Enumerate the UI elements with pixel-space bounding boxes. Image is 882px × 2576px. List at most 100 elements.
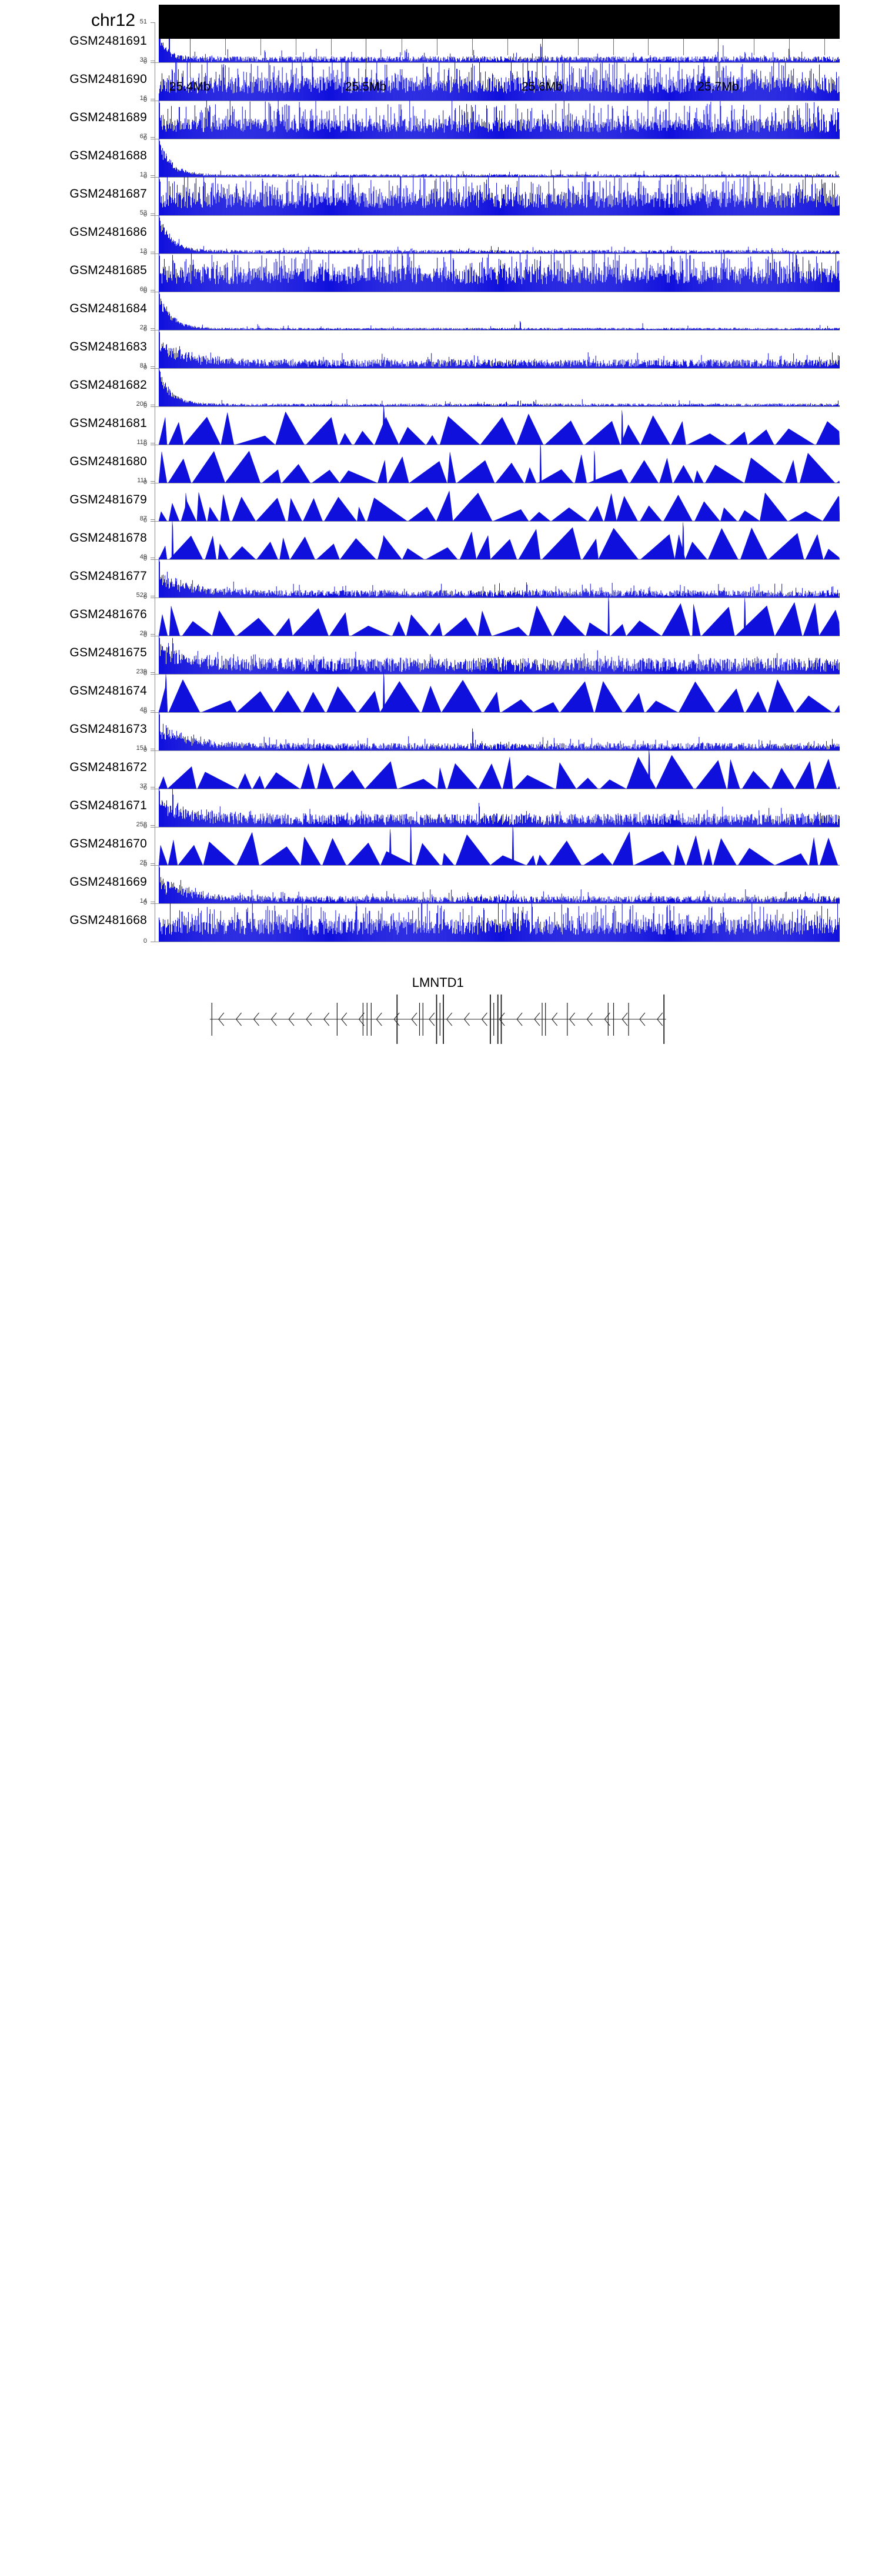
y-axis-max-tick [151, 672, 155, 673]
track-sample-label: GSM2481668 [69, 913, 147, 927]
y-axis-max-label: 118 [136, 439, 147, 446]
ideogram-bar[interactable] [159, 5, 840, 39]
track-sample-label: GSM2481686 [69, 225, 147, 239]
coverage-track[interactable]: GSM2481682 81 0 [0, 362, 882, 409]
gene-model-track: LMNTD1 [0, 975, 882, 1046]
y-axis-max-tick [151, 634, 155, 635]
y-axis-max-label: 151 [136, 745, 147, 752]
coverage-plot-area[interactable] [159, 825, 840, 865]
coverage-track[interactable]: GSM2481672 151 0 [0, 745, 882, 792]
coverage-plot-area[interactable] [159, 787, 840, 827]
axis-minor-tick [789, 39, 790, 55]
track-sample-label: GSM2481684 [69, 302, 147, 315]
axis-minor-tick [225, 39, 226, 55]
y-axis-min-tick [151, 521, 155, 522]
y-axis-max-label: 22 [139, 324, 147, 331]
coverage-track[interactable]: GSM2481690 33 0 [0, 56, 882, 104]
y-axis-max-label: 29 [139, 630, 147, 637]
track-baseline [155, 903, 840, 904]
track-baseline [155, 253, 840, 254]
coverage-plot-area[interactable] [159, 519, 840, 559]
coverage-track[interactable]: GSM2481671 37 0 [0, 783, 882, 830]
coverage-track[interactable]: GSM2481689 16 0 [0, 95, 882, 142]
y-axis-min-tick [151, 62, 155, 63]
coverage-plot-area[interactable] [159, 366, 840, 406]
coverage-plot-area[interactable] [159, 213, 840, 253]
coverage-plot-area[interactable] [159, 137, 840, 177]
coverage-plot-area[interactable] [159, 99, 840, 139]
coverage-track[interactable]: GSM2481686 53 0 [0, 209, 882, 256]
y-axis-min-label: 0 [143, 402, 147, 409]
coverage-track[interactable]: GSM2481688 67 0 [0, 133, 882, 180]
y-axis-max-tick [151, 787, 155, 788]
track-sample-label: GSM2481691 [69, 34, 147, 48]
coverage-plot-area[interactable] [159, 481, 840, 521]
track-sample-label: GSM2481677 [69, 569, 147, 583]
y-axis-max-label: 67 [139, 133, 147, 140]
y-axis-max-label: 33 [139, 56, 147, 64]
track-sample-label: GSM2481676 [69, 608, 147, 621]
y-axis-min-label: 0 [143, 632, 147, 639]
coverage-plot-area[interactable] [159, 61, 840, 101]
y-axis-min-label: 0 [143, 517, 147, 524]
y-axis-min-tick [151, 330, 155, 331]
coverage-track[interactable]: GSM2481678 87 0 [0, 515, 882, 562]
coverage-track[interactable]: GSM2481685 13 0 [0, 248, 882, 295]
coverage-track[interactable]: GSM2481675 29 0 [0, 630, 882, 677]
track-baseline [155, 865, 840, 866]
coverage-plot-area[interactable] [159, 634, 840, 674]
coverage-track[interactable]: GSM2481679 111 0 [0, 477, 882, 524]
y-axis-max-tick [151, 22, 155, 23]
coverage-plot-area[interactable] [159, 290, 840, 330]
y-axis-max-label: 522 [136, 592, 147, 599]
y-axis-min-label: 0 [143, 937, 147, 945]
track-sample-label: GSM2481673 [69, 722, 147, 736]
y-axis-max-tick [151, 290, 155, 291]
y-axis-min-label: 0 [143, 441, 147, 448]
track-baseline [155, 521, 840, 522]
coverage-track[interactable]: GSM2481674 239 0 [0, 668, 882, 715]
track-sample-label: GSM2481688 [69, 149, 147, 162]
coverage-plot-area[interactable] [159, 443, 840, 483]
coverage-plot-area[interactable] [159, 710, 840, 750]
coverage-plot-area[interactable] [159, 558, 840, 598]
coverage-track[interactable]: GSM2481684 60 0 [0, 286, 882, 333]
y-axis-max-tick [151, 825, 155, 826]
track-sample-label: GSM2481675 [69, 646, 147, 659]
axis-minor-tick [824, 39, 826, 55]
coverage-plot-area[interactable] [159, 175, 840, 215]
y-axis-min-label: 0 [143, 670, 147, 677]
coverage-track[interactable]: GSM2481668 14 0 [0, 897, 882, 945]
y-axis-min-label: 0 [143, 861, 147, 868]
y-axis-min-label: 0 [143, 364, 147, 371]
coverage-plot-area[interactable] [159, 863, 840, 903]
coverage-plot-area[interactable] [159, 328, 840, 368]
axis-tick-label: 25.6Mb [521, 80, 563, 94]
coverage-track[interactable]: GSM2481677 49 0 [0, 553, 882, 600]
coverage-track[interactable]: GSM2481680 118 0 [0, 439, 882, 486]
y-axis-min-label: 0 [143, 823, 147, 830]
coverage-plot-area[interactable] [159, 596, 840, 636]
y-axis-max-label: 60 [139, 286, 147, 293]
y-axis-min-tick [151, 215, 155, 216]
coverage-plot-area[interactable] [159, 405, 840, 445]
coverage-plot-area[interactable] [159, 749, 840, 789]
coverage-track[interactable]: GSM2481670 258 0 [0, 821, 882, 868]
axis-minor-tick [330, 39, 332, 55]
coverage-track[interactable]: GSM2481683 22 0 [0, 324, 882, 371]
y-axis-min-tick [151, 750, 155, 751]
coverage-track[interactable]: GSM2481673 48 0 [0, 706, 882, 753]
coverage-plot-area[interactable] [159, 672, 840, 712]
gene-label: LMNTD1 [412, 975, 464, 990]
y-axis-min-label: 0 [143, 746, 147, 753]
coverage-track[interactable]: GSM2481681 206 0 [0, 401, 882, 448]
track-sample-label: GSM2481671 [69, 799, 147, 812]
coverage-plot-area[interactable] [159, 252, 840, 292]
y-axis-max-label: 111 [137, 477, 147, 484]
track-baseline [155, 368, 840, 369]
coverage-plot-area[interactable] [159, 902, 840, 942]
coverage-track[interactable]: GSM2481669 25 0 [0, 859, 882, 906]
coverage-track[interactable]: GSM2481676 522 0 [0, 592, 882, 639]
axis-minor-tick [260, 39, 261, 55]
coverage-track[interactable]: GSM2481687 13 0 [0, 171, 882, 218]
